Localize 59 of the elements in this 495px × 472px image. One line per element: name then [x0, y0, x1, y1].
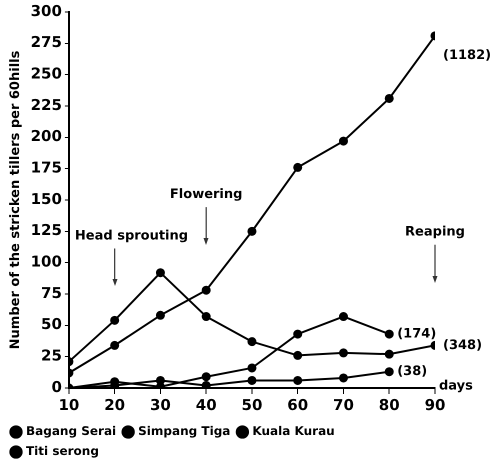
x-tick-label: 10 — [58, 396, 80, 414]
annotation: (174) — [397, 326, 436, 342]
point — [202, 312, 211, 322]
legend-label: Bagang Serai — [26, 424, 116, 438]
y-tick-label: 125 — [30, 221, 62, 240]
text: (348) — [443, 338, 482, 353]
point — [110, 316, 120, 325]
annotation: (38) — [397, 364, 428, 380]
y-tick-label: 275 — [30, 33, 62, 52]
point — [247, 376, 256, 385]
point — [293, 162, 302, 172]
x-tick-label: 80 — [378, 396, 400, 414]
point — [156, 310, 165, 320]
x-tick-label: 50 — [242, 396, 262, 414]
x-tick-label: 60 — [287, 396, 308, 414]
point — [247, 363, 256, 372]
x-tick-label: 70 — [333, 396, 354, 414]
y-tick-label: 75 — [41, 284, 62, 302]
point — [338, 136, 348, 146]
point — [384, 330, 394, 339]
point — [384, 367, 394, 376]
y-tick-label: 300 — [30, 2, 62, 20]
y-tick-label: 150 — [30, 190, 62, 208]
point — [293, 376, 302, 385]
y-tick-label: 250 — [30, 64, 62, 83]
point — [247, 226, 256, 236]
point — [247, 337, 256, 346]
legend-label: Kuala Kurau — [252, 424, 335, 438]
point — [293, 350, 302, 360]
y-tick-label: 0 — [51, 378, 62, 396]
legend-label: Simpang Tiga — [138, 424, 230, 438]
legend-label: Titi serong — [26, 444, 99, 458]
point — [384, 94, 394, 103]
y-tick-label: 225 — [30, 96, 62, 114]
y-tick-label: 175 — [30, 158, 62, 177]
ref-line-label: Flowering — [170, 186, 242, 202]
point — [293, 330, 302, 339]
ref-line-label: Head sprouting — [74, 228, 188, 244]
x-tick-label: 20 — [104, 396, 126, 414]
text: (1182) — [443, 48, 492, 64]
x-tick-label: 30 — [150, 396, 171, 414]
x-axis-title: days — [439, 378, 474, 394]
y-tick-label: 200 — [30, 127, 62, 146]
point — [202, 372, 211, 382]
ref-line-label: Reaping — [405, 224, 465, 240]
point — [202, 286, 211, 295]
point — [338, 348, 348, 358]
x-tick-label: 90 — [424, 396, 446, 414]
point — [338, 373, 348, 382]
point — [156, 268, 165, 278]
y-tick-label: 100 — [30, 252, 62, 271]
x-tick-label: 40 — [196, 396, 217, 414]
point — [110, 340, 120, 350]
y-tick-label: 50 — [41, 315, 62, 334]
y-tick-label: 25 — [41, 346, 62, 365]
y-axis-title: Number of the stricken tillers per 60hills — [8, 50, 24, 350]
point — [384, 350, 394, 359]
point — [338, 312, 348, 322]
point — [202, 380, 211, 388]
